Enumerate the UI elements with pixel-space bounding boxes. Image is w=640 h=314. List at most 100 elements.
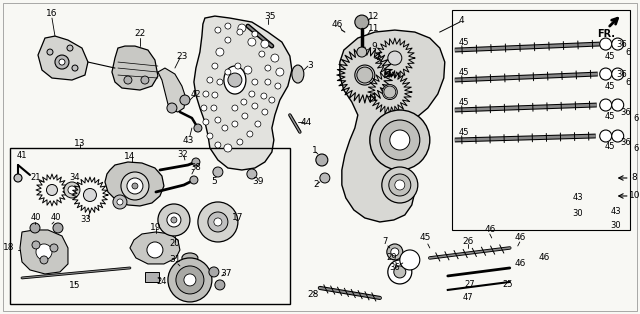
- Circle shape: [387, 244, 403, 260]
- Polygon shape: [38, 36, 88, 80]
- Circle shape: [158, 204, 190, 236]
- Text: 45: 45: [604, 51, 615, 61]
- Text: 36: 36: [620, 107, 631, 116]
- Text: 18: 18: [3, 243, 14, 252]
- Circle shape: [276, 68, 284, 76]
- Circle shape: [252, 79, 258, 85]
- Circle shape: [68, 186, 76, 194]
- Circle shape: [67, 45, 73, 51]
- Text: 33: 33: [81, 215, 92, 225]
- Text: 16: 16: [46, 8, 58, 18]
- Circle shape: [225, 37, 231, 43]
- Text: 6: 6: [625, 78, 630, 87]
- Polygon shape: [20, 230, 68, 274]
- Text: 15: 15: [69, 281, 81, 290]
- Text: 46: 46: [514, 259, 525, 268]
- Circle shape: [265, 65, 271, 71]
- Circle shape: [244, 66, 252, 74]
- Circle shape: [275, 83, 281, 89]
- Circle shape: [395, 180, 405, 190]
- Circle shape: [192, 158, 200, 166]
- Text: 43: 43: [572, 193, 583, 203]
- Text: 35: 35: [264, 12, 276, 20]
- Circle shape: [248, 38, 256, 46]
- Circle shape: [72, 65, 78, 71]
- Circle shape: [600, 38, 612, 50]
- Circle shape: [391, 248, 399, 256]
- Circle shape: [59, 59, 65, 65]
- Circle shape: [211, 105, 217, 111]
- Circle shape: [147, 242, 163, 258]
- Circle shape: [194, 124, 202, 132]
- Circle shape: [242, 113, 248, 119]
- Text: 4: 4: [459, 16, 465, 24]
- Text: 6: 6: [633, 114, 638, 122]
- Circle shape: [269, 97, 275, 103]
- Circle shape: [180, 95, 190, 105]
- Ellipse shape: [182, 253, 198, 263]
- Text: 45: 45: [604, 82, 615, 90]
- Circle shape: [209, 267, 219, 277]
- Text: 30: 30: [572, 209, 583, 219]
- Text: 36: 36: [620, 138, 631, 147]
- Circle shape: [215, 142, 221, 148]
- Circle shape: [167, 103, 177, 113]
- Circle shape: [228, 73, 242, 87]
- Circle shape: [261, 93, 267, 99]
- Circle shape: [47, 49, 53, 55]
- Circle shape: [30, 223, 40, 233]
- Circle shape: [32, 241, 40, 249]
- Circle shape: [370, 110, 430, 170]
- Circle shape: [357, 67, 373, 83]
- Circle shape: [247, 131, 253, 137]
- Text: 14: 14: [124, 151, 136, 160]
- Circle shape: [124, 76, 132, 84]
- Polygon shape: [158, 68, 186, 112]
- Circle shape: [394, 266, 406, 278]
- Circle shape: [168, 258, 212, 302]
- Circle shape: [265, 79, 271, 85]
- Circle shape: [217, 79, 223, 85]
- Circle shape: [127, 178, 143, 194]
- Circle shape: [201, 105, 207, 111]
- Circle shape: [222, 125, 228, 131]
- Circle shape: [198, 202, 238, 242]
- Circle shape: [203, 91, 209, 97]
- Circle shape: [83, 188, 97, 202]
- Circle shape: [64, 182, 80, 198]
- Bar: [10, 148, 290, 304]
- Text: 3: 3: [307, 61, 313, 69]
- Text: 41: 41: [17, 150, 28, 160]
- Circle shape: [53, 223, 63, 233]
- Text: 37: 37: [220, 269, 232, 279]
- Text: 23: 23: [176, 51, 188, 61]
- Text: 30: 30: [611, 221, 621, 230]
- Circle shape: [117, 199, 123, 205]
- Text: 46: 46: [539, 253, 550, 263]
- Text: 36: 36: [616, 40, 627, 49]
- Circle shape: [612, 99, 624, 111]
- Bar: [452, 10, 630, 230]
- Circle shape: [225, 23, 231, 29]
- Text: 29: 29: [387, 253, 397, 263]
- Text: 20: 20: [170, 240, 180, 248]
- Text: 45: 45: [458, 68, 469, 77]
- Text: 38: 38: [191, 164, 202, 172]
- Circle shape: [261, 40, 269, 48]
- Ellipse shape: [292, 65, 304, 83]
- Text: 45: 45: [419, 234, 431, 242]
- Text: 2: 2: [313, 181, 319, 189]
- Circle shape: [14, 174, 22, 182]
- Circle shape: [241, 99, 247, 105]
- Circle shape: [252, 31, 258, 37]
- Circle shape: [255, 121, 261, 127]
- Circle shape: [249, 91, 255, 97]
- Circle shape: [384, 86, 396, 98]
- Circle shape: [271, 54, 279, 62]
- Circle shape: [262, 109, 268, 115]
- Circle shape: [237, 139, 243, 145]
- Circle shape: [184, 274, 196, 286]
- Text: 46: 46: [484, 225, 495, 235]
- Text: 36: 36: [389, 263, 400, 273]
- Circle shape: [357, 47, 367, 57]
